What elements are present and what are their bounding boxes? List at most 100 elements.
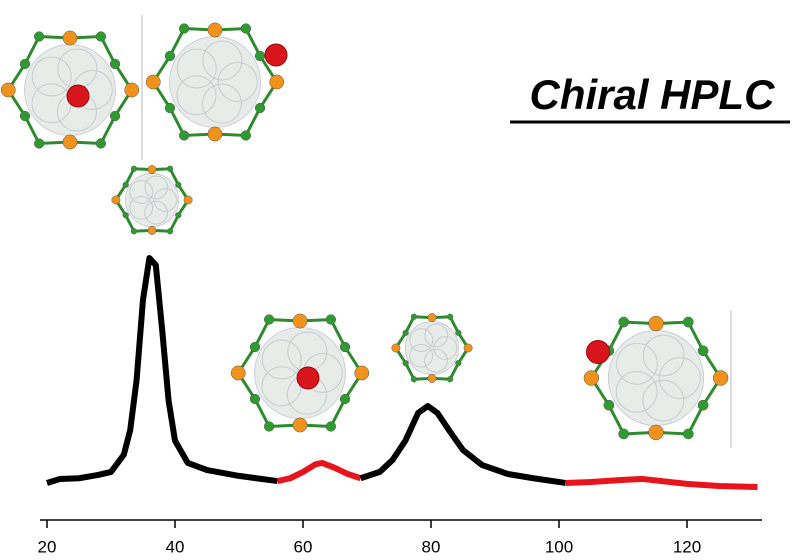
atom bbox=[402, 360, 409, 367]
cage-ring bbox=[433, 336, 458, 360]
atom bbox=[147, 165, 157, 175]
cage-ring bbox=[642, 334, 685, 377]
molecule-image bbox=[583, 315, 729, 441]
atom bbox=[325, 421, 336, 432]
chromatogram-line bbox=[46, 255, 278, 486]
cage-ring bbox=[129, 195, 154, 220]
atom bbox=[427, 373, 437, 383]
atom bbox=[339, 341, 351, 353]
atom bbox=[712, 370, 729, 386]
atom bbox=[254, 102, 266, 114]
atom bbox=[175, 212, 182, 219]
atom bbox=[95, 31, 106, 42]
atom bbox=[240, 130, 251, 141]
cage-ring bbox=[31, 56, 72, 97]
atom bbox=[269, 74, 285, 90]
atom bbox=[264, 314, 275, 325]
atom bbox=[583, 370, 600, 386]
atom bbox=[183, 195, 193, 205]
cage-ring bbox=[424, 323, 449, 348]
atom bbox=[109, 58, 121, 70]
cage-ring bbox=[615, 370, 658, 413]
atom bbox=[697, 399, 709, 411]
atom bbox=[130, 165, 138, 172]
chromatogram-line bbox=[276, 459, 362, 484]
atom bbox=[145, 74, 161, 90]
molecule-image bbox=[145, 22, 288, 142]
atom bbox=[455, 360, 462, 367]
cage-ring bbox=[217, 62, 258, 102]
cage-ring bbox=[642, 379, 685, 422]
atom bbox=[648, 424, 664, 441]
atom bbox=[62, 30, 78, 46]
cage-ring bbox=[201, 83, 242, 124]
cage-ring bbox=[261, 339, 302, 380]
atom bbox=[230, 365, 246, 381]
cage-ring bbox=[176, 48, 217, 89]
atom bbox=[446, 376, 454, 383]
guest bbox=[264, 43, 288, 67]
atom bbox=[109, 110, 121, 122]
cage-ring bbox=[144, 175, 169, 200]
cage-ring bbox=[144, 200, 168, 225]
atom bbox=[62, 134, 78, 150]
x-tick-label: 100 bbox=[545, 537, 573, 556]
atom bbox=[34, 138, 45, 149]
atom bbox=[111, 195, 121, 205]
molecule-image bbox=[111, 165, 193, 235]
atom bbox=[164, 50, 176, 62]
atom bbox=[164, 102, 176, 114]
cage-ring bbox=[409, 343, 434, 368]
x-tick-label: 80 bbox=[422, 537, 441, 556]
atom bbox=[339, 393, 351, 405]
atom bbox=[254, 50, 266, 62]
atom bbox=[682, 316, 694, 328]
atom bbox=[603, 399, 615, 411]
atom bbox=[207, 126, 223, 142]
atom bbox=[166, 228, 174, 235]
atom bbox=[147, 225, 157, 235]
atom bbox=[410, 376, 418, 383]
guest bbox=[296, 366, 320, 390]
cage-ring bbox=[658, 357, 701, 399]
atom bbox=[249, 341, 261, 353]
chromatogram-line bbox=[359, 403, 566, 486]
molecule-image bbox=[230, 313, 370, 433]
guest bbox=[66, 84, 90, 108]
molecule-image bbox=[391, 313, 473, 383]
atom bbox=[463, 343, 473, 353]
atom bbox=[292, 313, 308, 329]
guest bbox=[586, 340, 610, 364]
atom bbox=[325, 314, 336, 325]
atom bbox=[0, 82, 16, 98]
atom bbox=[264, 421, 275, 432]
x-tick-label: 60 bbox=[294, 537, 313, 556]
atom bbox=[34, 31, 45, 42]
atom bbox=[179, 130, 190, 141]
molecule-image bbox=[0, 30, 140, 150]
atom bbox=[19, 58, 31, 70]
atom bbox=[166, 165, 174, 172]
cage-ring bbox=[153, 188, 178, 212]
atom bbox=[402, 329, 409, 336]
atom bbox=[95, 138, 106, 149]
atom bbox=[618, 316, 630, 328]
atom bbox=[122, 212, 129, 219]
x-tick-label: 20 bbox=[38, 537, 57, 556]
atom bbox=[455, 329, 462, 336]
atom bbox=[618, 428, 630, 440]
atom bbox=[175, 181, 182, 188]
atom bbox=[292, 417, 308, 433]
atom bbox=[354, 365, 370, 381]
cage-ring bbox=[615, 342, 658, 385]
cage-ring bbox=[176, 75, 217, 116]
cage-ring bbox=[424, 348, 448, 373]
atom bbox=[682, 428, 694, 440]
chromatogram-line bbox=[565, 475, 758, 490]
atom bbox=[427, 313, 437, 323]
atom bbox=[249, 393, 261, 405]
atom bbox=[207, 22, 223, 38]
atom bbox=[122, 181, 129, 188]
x-tick-label: 120 bbox=[673, 537, 701, 556]
